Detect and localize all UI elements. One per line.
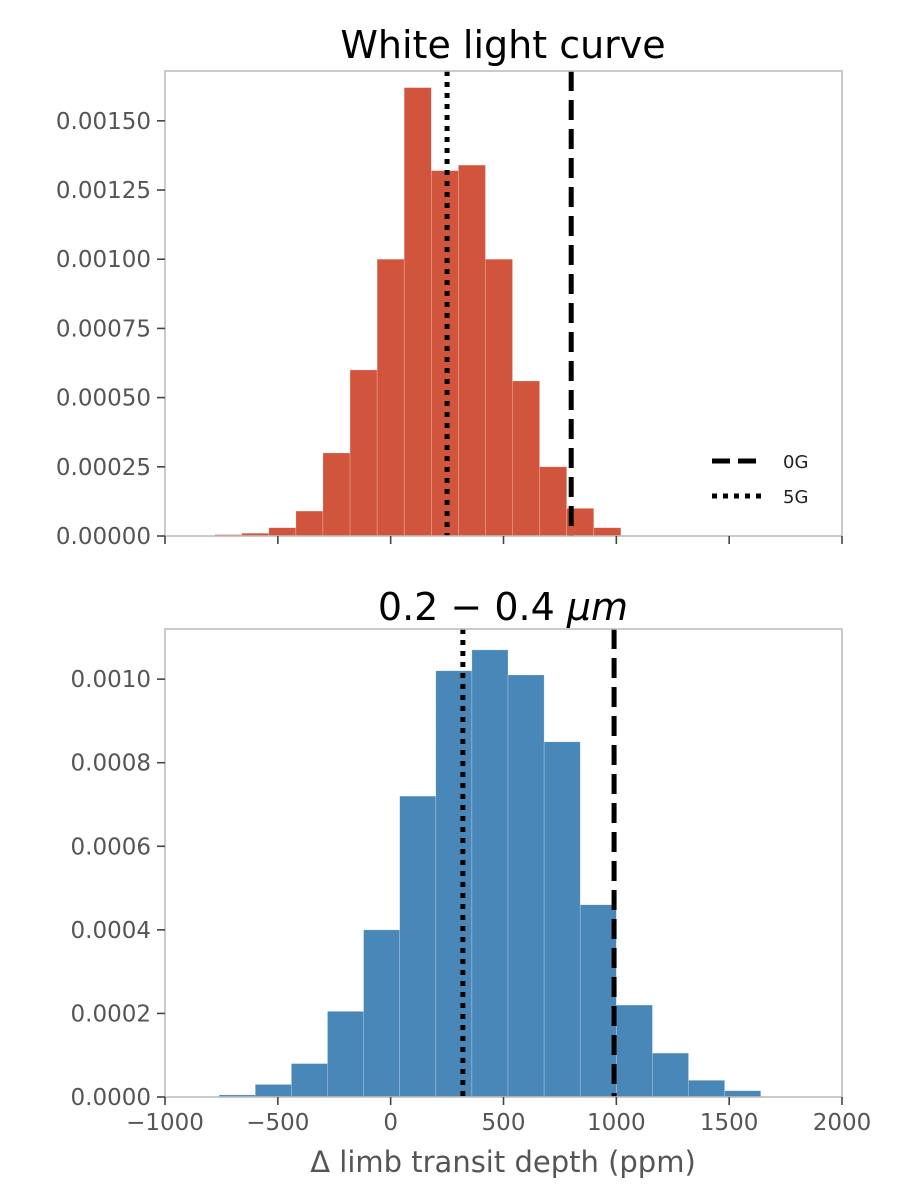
bottom-histogram-bars (218, 649, 762, 1098)
top-ytick-label-5: 0.00125 (56, 178, 151, 204)
bottom-xtick-label-6: 2000 (813, 1110, 872, 1136)
top-panel-title: White light curve (340, 23, 665, 67)
bottom-bar-11 (616, 1004, 653, 1098)
bottom-bar-8 (507, 674, 545, 1098)
bottom-bar-4 (363, 929, 400, 1098)
x-axis-title: Δ limb transit depth (ppm) (310, 1145, 696, 1179)
bottom-title-range: 0.2 − 0.4 (378, 585, 567, 629)
bottom-xtick-label-3: 500 (482, 1110, 526, 1136)
top-y-axis-ticks: 0.00000 0.00025 0.00050 0.00075 0.00100 0.001… (56, 109, 165, 550)
legend-0g-label: 0G (783, 452, 808, 473)
top-bar-8 (430, 170, 459, 537)
bottom-ytick-label-2: 0.0004 (71, 918, 151, 944)
bottom-ytick-label-1: 0.0002 (71, 1001, 151, 1027)
top-ytick-label-0: 0.00000 (56, 524, 151, 550)
top-bar-2 (268, 527, 297, 537)
bottom-bar-12 (652, 1052, 689, 1098)
bottom-xtick-label-0: −1000 (126, 1110, 204, 1136)
legend: 0G 5G (712, 452, 808, 508)
bottom-ytick-label-4: 0.0008 (71, 751, 151, 777)
bottom-bar-7 (471, 649, 509, 1098)
bottom-xtick-label-1: −500 (246, 1110, 309, 1136)
bottom-ytick-label-3: 0.0006 (71, 834, 151, 860)
top-ytick-label-6: 0.00150 (56, 109, 151, 135)
bottom-x-axis-ticks: −1000 −500 0 500 1000 1500 2000 (126, 1097, 871, 1136)
top-bar-14 (593, 527, 622, 537)
bottom-panel-title: 0.2 − 0.4 μm (378, 585, 628, 629)
bottom-reference-lines (460, 629, 617, 1097)
top-bar-12 (539, 466, 567, 537)
top-ytick-label-1: 0.00025 (56, 455, 151, 481)
bottom-bar-6 (435, 670, 473, 1098)
bottom-bar-14 (724, 1090, 762, 1098)
bottom-xtick-label-4: 1000 (587, 1110, 646, 1136)
legend-5g-label: 5G (783, 487, 808, 508)
bottom-bar-3 (327, 1011, 364, 1098)
top-bar-7 (403, 87, 432, 537)
top-bar-9 (458, 164, 486, 537)
bottom-y-axis-ticks: 0.0000 0.0002 0.0004 0.0006 0.0008 0.0010 (71, 667, 165, 1111)
bottom-xtick-label-2: 0 (383, 1110, 398, 1136)
bottom-bar-9 (543, 741, 581, 1098)
bottom-bar-10 (579, 904, 617, 1098)
top-ytick-label-2: 0.00050 (56, 386, 151, 412)
bottom-bar-5 (399, 795, 437, 1098)
top-x-axis-ticks (164, 536, 843, 544)
top-bar-11 (512, 380, 540, 537)
top-reference-lines (444, 71, 574, 536)
top-bar-10 (485, 258, 513, 537)
top-histogram-bars (214, 87, 622, 537)
top-bar-6 (376, 258, 405, 537)
bottom-bar-2 (291, 1063, 328, 1098)
bottom-ytick-label-0: 0.0000 (71, 1085, 151, 1111)
top-bar-3 (295, 510, 324, 537)
top-bar-4 (322, 452, 351, 537)
top-ytick-label-3: 0.00075 (56, 316, 151, 342)
top-panel: White light curve 0.000000.000250.000500… (56, 23, 843, 550)
top-ytick-label-4: 0.00100 (56, 247, 151, 273)
bottom-xtick-label-5: 1500 (700, 1110, 759, 1136)
bottom-panel: 0.2 − 0.4 μm 0.00000.00020.00040.00060.0… (71, 585, 872, 1179)
bottom-bar-1 (254, 1084, 292, 1098)
top-bar-5 (349, 369, 378, 537)
bottom-bar-13 (688, 1079, 725, 1098)
bottom-title-unit: μm (566, 585, 628, 629)
bottom-ytick-label-5: 0.0010 (71, 667, 151, 693)
